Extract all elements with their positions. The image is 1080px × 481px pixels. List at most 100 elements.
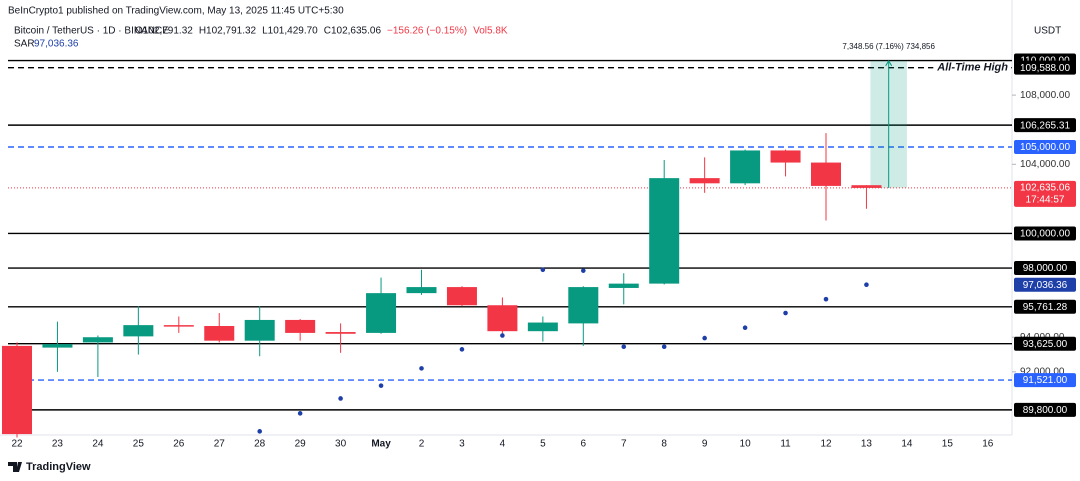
ohlc-value: −156.26 (−0.15%)	[387, 26, 467, 37]
x-tick-label: 26	[173, 439, 185, 450]
x-tick-label: 5	[540, 439, 546, 450]
x-tick-label: 29	[295, 439, 307, 450]
indicator-value: 97,036.36	[34, 39, 79, 50]
indicator-name: SAR	[14, 39, 35, 50]
x-tick-label: 14	[901, 439, 913, 450]
symbol: Bitcoin / TetherUS · 1D · BINANCE	[14, 26, 169, 37]
level-label-box	[1014, 261, 1076, 276]
sar-label-box	[1014, 277, 1076, 292]
candle-body	[851, 185, 882, 188]
sar-dot	[540, 267, 546, 273]
sar-dot	[378, 383, 384, 388]
candle-body	[163, 325, 194, 327]
x-tick-label: 30	[335, 439, 347, 450]
x-tick-label: 22	[11, 439, 23, 450]
x-tick-label: 16	[982, 439, 994, 450]
x-tick-label: 27	[214, 439, 226, 450]
x-tick-label: 25	[133, 439, 145, 450]
last-price-box	[1014, 180, 1076, 207]
ohlc-value: H102,791.32	[199, 26, 257, 37]
candle-body	[204, 325, 235, 341]
level-label: 106,265.31	[1020, 120, 1070, 131]
annotation-bg	[933, 61, 1012, 74]
candle-body	[608, 283, 639, 288]
candle-body	[82, 337, 113, 343]
level-label: 91,521.00	[1023, 375, 1068, 386]
x-tick-label: May	[371, 439, 391, 450]
level-label: 100,000.00	[1020, 229, 1070, 240]
y-tick-label: 104,000.00	[1020, 159, 1070, 170]
candle-body	[689, 178, 720, 184]
sar-dot	[459, 347, 465, 352]
x-tick-label: 9	[702, 439, 708, 450]
candle-body	[811, 162, 841, 186]
x-tick-label: 4	[500, 439, 506, 450]
sar-dot	[500, 333, 505, 338]
x-tick-label: 8	[661, 439, 667, 450]
countdown: 17:44:57	[1026, 195, 1065, 206]
candle-body	[2, 345, 32, 435]
level-label-box	[1014, 299, 1076, 314]
x-tick-label: 3	[459, 439, 465, 450]
sar-dot	[783, 310, 788, 316]
x-tick-label: 24	[92, 439, 104, 450]
level-label: 98,000.00	[1023, 263, 1068, 274]
sar-dot	[257, 429, 263, 434]
level-label-box	[1014, 336, 1076, 351]
ohlc-value: L101,429.70	[262, 26, 318, 37]
sar-dot	[864, 282, 869, 288]
sar-dot	[338, 396, 343, 401]
measure-label: 7,348.56 (7.16%) 734,856	[842, 42, 935, 51]
level-label: 89,800.00	[1023, 405, 1068, 416]
candle-body	[649, 178, 680, 284]
x-tick-label: 12	[820, 439, 832, 450]
x-tick-label: 2	[419, 439, 425, 450]
measure-arrowhead	[885, 59, 893, 67]
x-tick-label: 6	[581, 439, 587, 450]
watermark-logo	[8, 462, 22, 472]
candle-body	[285, 319, 316, 333]
x-tick-label: 10	[740, 439, 752, 450]
candle-body	[527, 322, 558, 332]
candle-body	[406, 287, 437, 294]
x-tick-label: 7	[621, 439, 627, 450]
candle-body	[487, 305, 518, 332]
candle-body	[123, 325, 154, 337]
level-label: 105,000.00	[1020, 142, 1070, 153]
level-label-box	[1014, 226, 1076, 241]
candle-body	[325, 332, 356, 334]
published: BeInCrypto1 published on TradingView.com…	[8, 6, 344, 17]
ohlc-value: Vol5.8K	[473, 26, 508, 37]
level-label: 109,588.00	[1020, 63, 1070, 74]
x-tick-label: 15	[942, 439, 954, 450]
candle-body	[244, 319, 275, 341]
last-price-label: 102,635.06	[1020, 183, 1070, 194]
x-tick-label: 13	[861, 439, 873, 450]
sar-dot	[742, 325, 748, 331]
level-label: 93,625.00	[1023, 339, 1068, 350]
currency: USDT	[1034, 26, 1061, 37]
x-tick-label: 28	[254, 439, 266, 450]
y-tick-label: 108,000.00	[1020, 90, 1070, 101]
watermark: TradingView	[26, 461, 91, 473]
candle-body	[446, 287, 477, 306]
ohlc-value: C102,635.06	[324, 26, 382, 37]
level-label-box	[1014, 402, 1076, 417]
level-label-box	[1014, 60, 1076, 75]
sar-dot	[621, 344, 627, 350]
candle-body	[770, 150, 801, 163]
level-label-box	[1014, 373, 1076, 388]
candle-body	[366, 293, 397, 333]
sar-dot	[297, 411, 303, 416]
level-label-box	[1014, 140, 1076, 154]
level-label-box	[1014, 118, 1076, 133]
sar-dot	[661, 344, 667, 350]
candle-body	[42, 344, 73, 348]
annotation: All-Time High	[936, 62, 1008, 74]
level-label: 95,761.28	[1023, 302, 1068, 313]
x-tick-label: 23	[52, 439, 64, 450]
x-tick-label: 11	[780, 439, 791, 450]
ohlc-value: O102,791.32	[135, 26, 193, 37]
